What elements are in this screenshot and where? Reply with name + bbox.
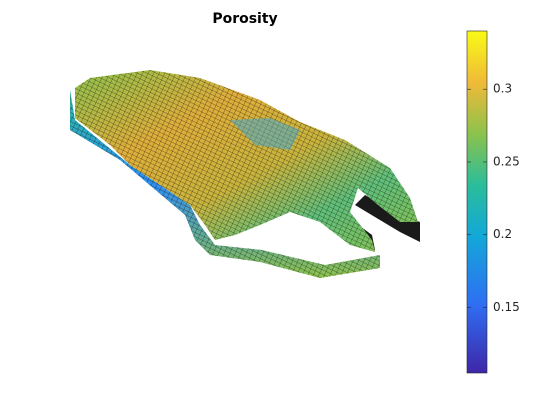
colorbar — [466, 30, 488, 374]
colorbar-tick-label: 0.15 — [493, 300, 520, 314]
colorbar-tick-label: 0.3 — [493, 82, 512, 96]
colorbar-tick-label: 0.25 — [493, 154, 520, 168]
colorbar-tick-label: 0.2 — [493, 227, 512, 241]
colorbar-scale — [466, 30, 488, 374]
chart-title: Porosity — [212, 11, 277, 27]
reservoir-surface — [70, 70, 420, 278]
